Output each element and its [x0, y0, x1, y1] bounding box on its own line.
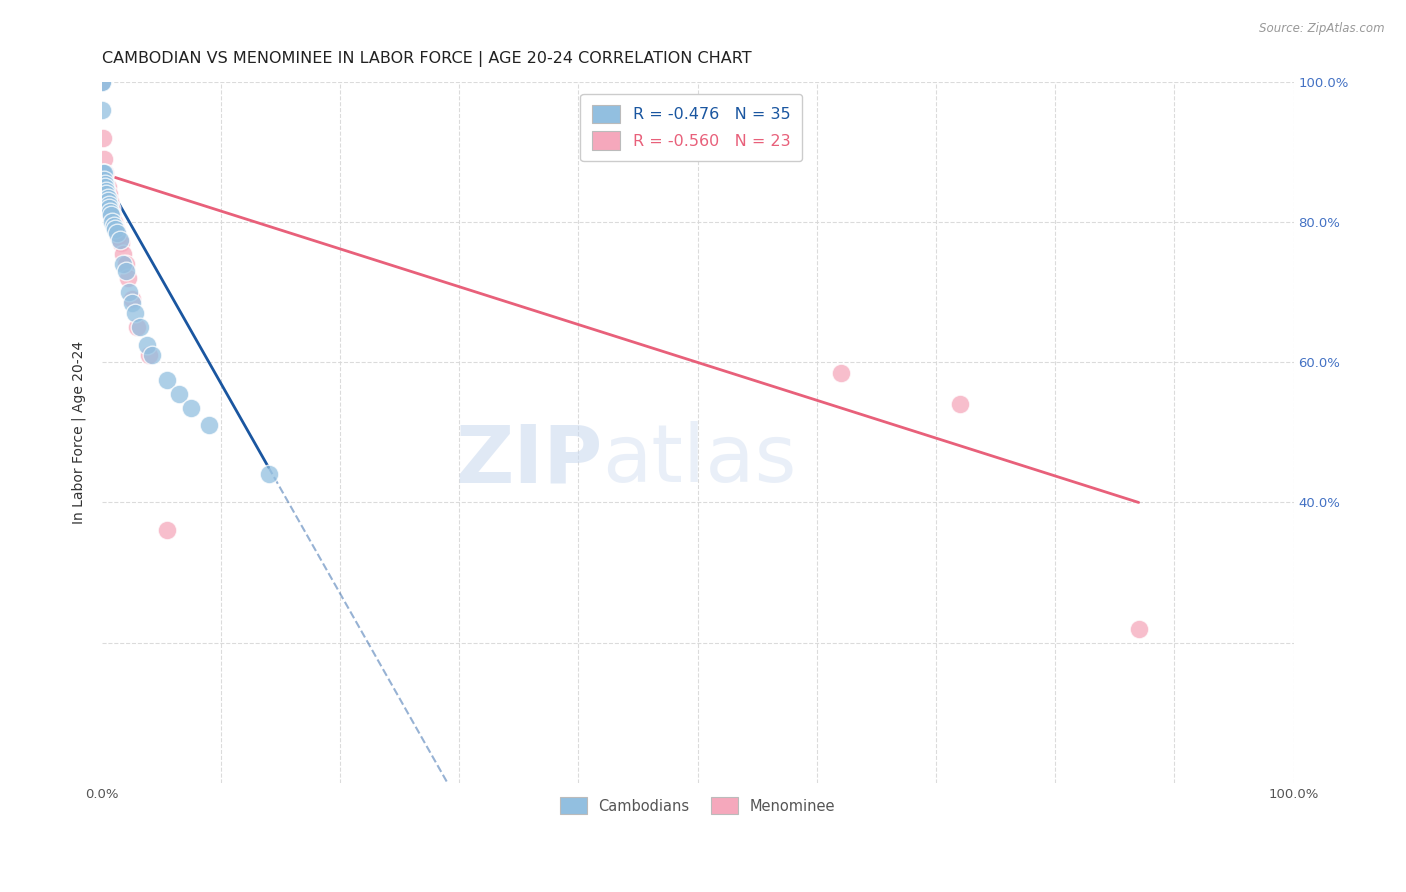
- Point: [103, 219, 125, 233]
- Y-axis label: In Labor Force | Age 20-24: In Labor Force | Age 20-24: [72, 341, 86, 524]
- Point: [112, 257, 135, 271]
- Point: [110, 236, 132, 251]
- Point: [98, 204, 121, 219]
- Point: [105, 222, 128, 236]
- Point: [167, 387, 190, 401]
- Point: [96, 187, 118, 202]
- Point: [108, 233, 131, 247]
- Point: [90, 103, 112, 117]
- Point: [90, 75, 112, 89]
- Point: [101, 215, 124, 229]
- Point: [96, 184, 118, 198]
- Text: ZIP: ZIP: [456, 421, 602, 500]
- Point: [141, 348, 163, 362]
- Point: [97, 187, 120, 202]
- Point: [90, 75, 112, 89]
- Point: [257, 467, 280, 482]
- Point: [103, 215, 125, 229]
- Point: [114, 264, 136, 278]
- Point: [136, 338, 159, 352]
- Point: [128, 320, 150, 334]
- Point: [97, 198, 120, 212]
- Point: [156, 373, 179, 387]
- Point: [114, 257, 136, 271]
- Point: [180, 401, 202, 415]
- Point: [127, 320, 149, 334]
- Point: [121, 293, 143, 307]
- Point: [101, 208, 124, 222]
- Point: [118, 285, 141, 300]
- Point: [100, 201, 122, 215]
- Point: [90, 75, 112, 89]
- Point: [91, 131, 114, 145]
- Point: [93, 173, 115, 187]
- Point: [97, 180, 120, 194]
- Point: [94, 166, 117, 180]
- Point: [117, 271, 139, 285]
- Point: [97, 201, 120, 215]
- Point: [104, 222, 127, 236]
- Point: [93, 152, 115, 166]
- Point: [94, 177, 117, 191]
- Point: [112, 246, 135, 260]
- Point: [91, 166, 114, 180]
- Point: [98, 194, 121, 209]
- Point: [97, 194, 120, 209]
- Point: [949, 397, 972, 411]
- Point: [156, 524, 179, 538]
- Text: atlas: atlas: [602, 421, 797, 500]
- Point: [94, 180, 117, 194]
- Point: [107, 229, 129, 244]
- Point: [198, 418, 221, 433]
- Point: [138, 348, 160, 362]
- Point: [97, 191, 120, 205]
- Point: [124, 306, 146, 320]
- Point: [830, 366, 852, 380]
- Point: [91, 166, 114, 180]
- Text: Source: ZipAtlas.com: Source: ZipAtlas.com: [1260, 22, 1385, 36]
- Text: CAMBODIAN VS MENOMINEE IN LABOR FORCE | AGE 20-24 CORRELATION CHART: CAMBODIAN VS MENOMINEE IN LABOR FORCE | …: [101, 51, 751, 67]
- Point: [105, 226, 128, 240]
- Point: [121, 295, 143, 310]
- Point: [1128, 622, 1150, 636]
- Legend: Cambodians, Menominee: Cambodians, Menominee: [550, 787, 845, 824]
- Point: [100, 208, 122, 222]
- Point: [93, 166, 115, 180]
